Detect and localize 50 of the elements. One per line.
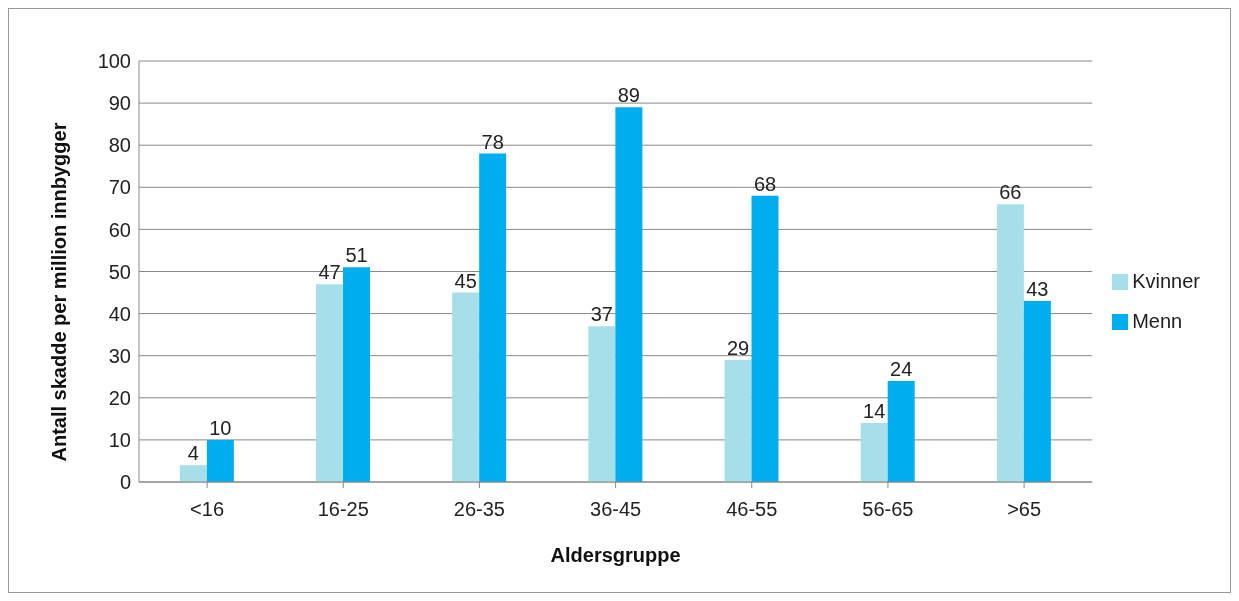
- data-label: 43: [1026, 277, 1049, 300]
- data-label: 51: [345, 244, 368, 267]
- y-tick-label: 70: [108, 176, 131, 199]
- bar: [860, 423, 888, 482]
- x-tick-label: 16-25: [317, 498, 369, 521]
- data-label: 45: [454, 269, 477, 292]
- y-tick-label: 20: [108, 386, 131, 409]
- data-label: 4: [187, 442, 199, 465]
- y-tick-label: 80: [108, 134, 131, 157]
- x-tick-label: >65: [1007, 498, 1042, 521]
- data-label: 66: [999, 181, 1022, 204]
- y-tick-label: 90: [108, 92, 131, 115]
- bar: [452, 292, 480, 482]
- data-label: 24: [890, 357, 913, 380]
- bar: [724, 359, 752, 482]
- y-tick-label: 10: [108, 429, 131, 451]
- y-tick-label: 0: [119, 471, 131, 494]
- legend-label: Menn: [1132, 309, 1183, 332]
- x-tick-label: 36-45: [590, 498, 642, 521]
- bar: [1023, 300, 1051, 482]
- data-label: 10: [209, 416, 232, 439]
- x-tick-label: 26-35: [453, 498, 505, 521]
- bar: [588, 326, 616, 482]
- y-tick-label: 40: [108, 302, 131, 325]
- data-label: 47: [318, 261, 341, 284]
- legend-label: Kvinner: [1132, 269, 1200, 292]
- y-tick-label: 100: [97, 50, 131, 73]
- bar: [206, 439, 234, 482]
- y-tick-label: 30: [108, 344, 131, 367]
- y-tick-label: 60: [108, 218, 131, 241]
- data-label: 68: [753, 172, 777, 195]
- x-tick-label: 46-55: [726, 498, 778, 521]
- x-axis-title: Aldersgruppe: [550, 544, 681, 566]
- bar: [179, 465, 207, 482]
- data-label: 14: [863, 400, 886, 423]
- data-label: 37: [590, 303, 613, 326]
- bar: [887, 380, 915, 482]
- data-label: 89: [617, 84, 640, 107]
- y-axis-title: Antall skadde per million innbygger: [48, 122, 71, 462]
- bar: [996, 204, 1024, 482]
- bar: [751, 195, 779, 482]
- bar: [479, 153, 507, 482]
- x-tick-label: <16: [190, 498, 225, 521]
- bar: [615, 107, 643, 482]
- bar: [316, 284, 344, 482]
- x-tick-label: 56-65: [862, 498, 914, 521]
- y-tick-label: 50: [108, 260, 131, 283]
- data-label: 29: [726, 336, 750, 359]
- bar: [343, 267, 371, 482]
- data-label: 78: [481, 130, 504, 153]
